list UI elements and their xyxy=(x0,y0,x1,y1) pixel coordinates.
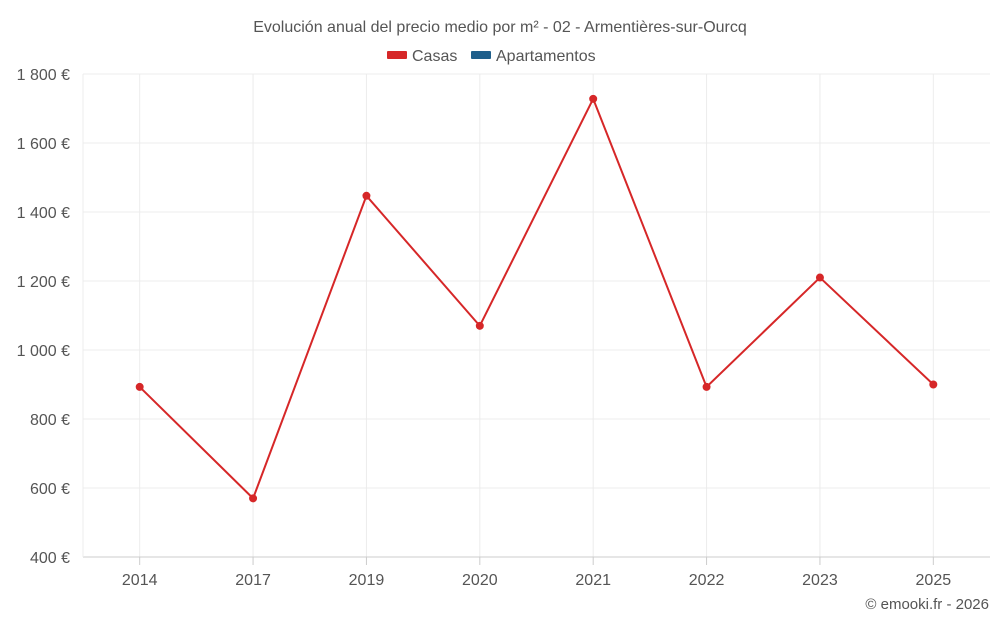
data-point[interactable] xyxy=(929,380,938,389)
x-tick-label: 2019 xyxy=(349,572,385,589)
legend-item-apartamentos[interactable]: Apartamentos xyxy=(471,48,596,65)
x-tick-label: 2023 xyxy=(802,572,838,589)
legend: Casas Apartamentos xyxy=(387,48,596,65)
x-tick-label: 2014 xyxy=(122,572,158,589)
axes: 400 € 600 € 800 € 1 000 € 1 200 € 1 400 € 1 60… xyxy=(17,67,990,589)
y-tick-label: 1 000 € xyxy=(17,343,70,360)
y-tick-label: 1 800 € xyxy=(17,67,70,84)
y-tick-label: 400 € xyxy=(30,550,70,567)
grid xyxy=(83,73,990,557)
x-tick-label: 2025 xyxy=(916,572,952,589)
legend-item-casas[interactable]: Casas xyxy=(387,48,457,65)
x-tick-label: 2017 xyxy=(235,572,271,589)
series-casas xyxy=(135,94,938,503)
data-point[interactable] xyxy=(475,321,484,330)
chart-title: Evolución anual del precio medio por m² … xyxy=(253,19,747,36)
y-tick-label: 600 € xyxy=(30,481,70,498)
legend-label-apartamentos: Apartamentos xyxy=(496,48,596,65)
data-point[interactable] xyxy=(249,494,258,503)
series-line xyxy=(138,97,934,500)
legend-swatch-apartamentos xyxy=(471,51,491,59)
y-tick-label: 1 200 € xyxy=(17,274,70,291)
data-point[interactable] xyxy=(135,382,144,391)
x-tick-label: 2021 xyxy=(575,572,611,589)
credit-text: © emooki.fr - 2026 xyxy=(865,596,989,613)
x-tick-label: 2020 xyxy=(462,572,498,589)
data-point[interactable] xyxy=(589,94,598,103)
data-point[interactable] xyxy=(362,191,371,200)
y-tick-label: 1 600 € xyxy=(17,136,70,153)
y-tick-label: 800 € xyxy=(30,412,70,429)
legend-swatch-casas xyxy=(387,51,407,59)
data-point[interactable] xyxy=(702,382,711,391)
legend-label-casas: Casas xyxy=(412,48,457,65)
data-point[interactable] xyxy=(815,273,824,282)
y-tick-label: 1 400 € xyxy=(17,205,70,222)
x-tick-label: 2022 xyxy=(689,572,725,589)
